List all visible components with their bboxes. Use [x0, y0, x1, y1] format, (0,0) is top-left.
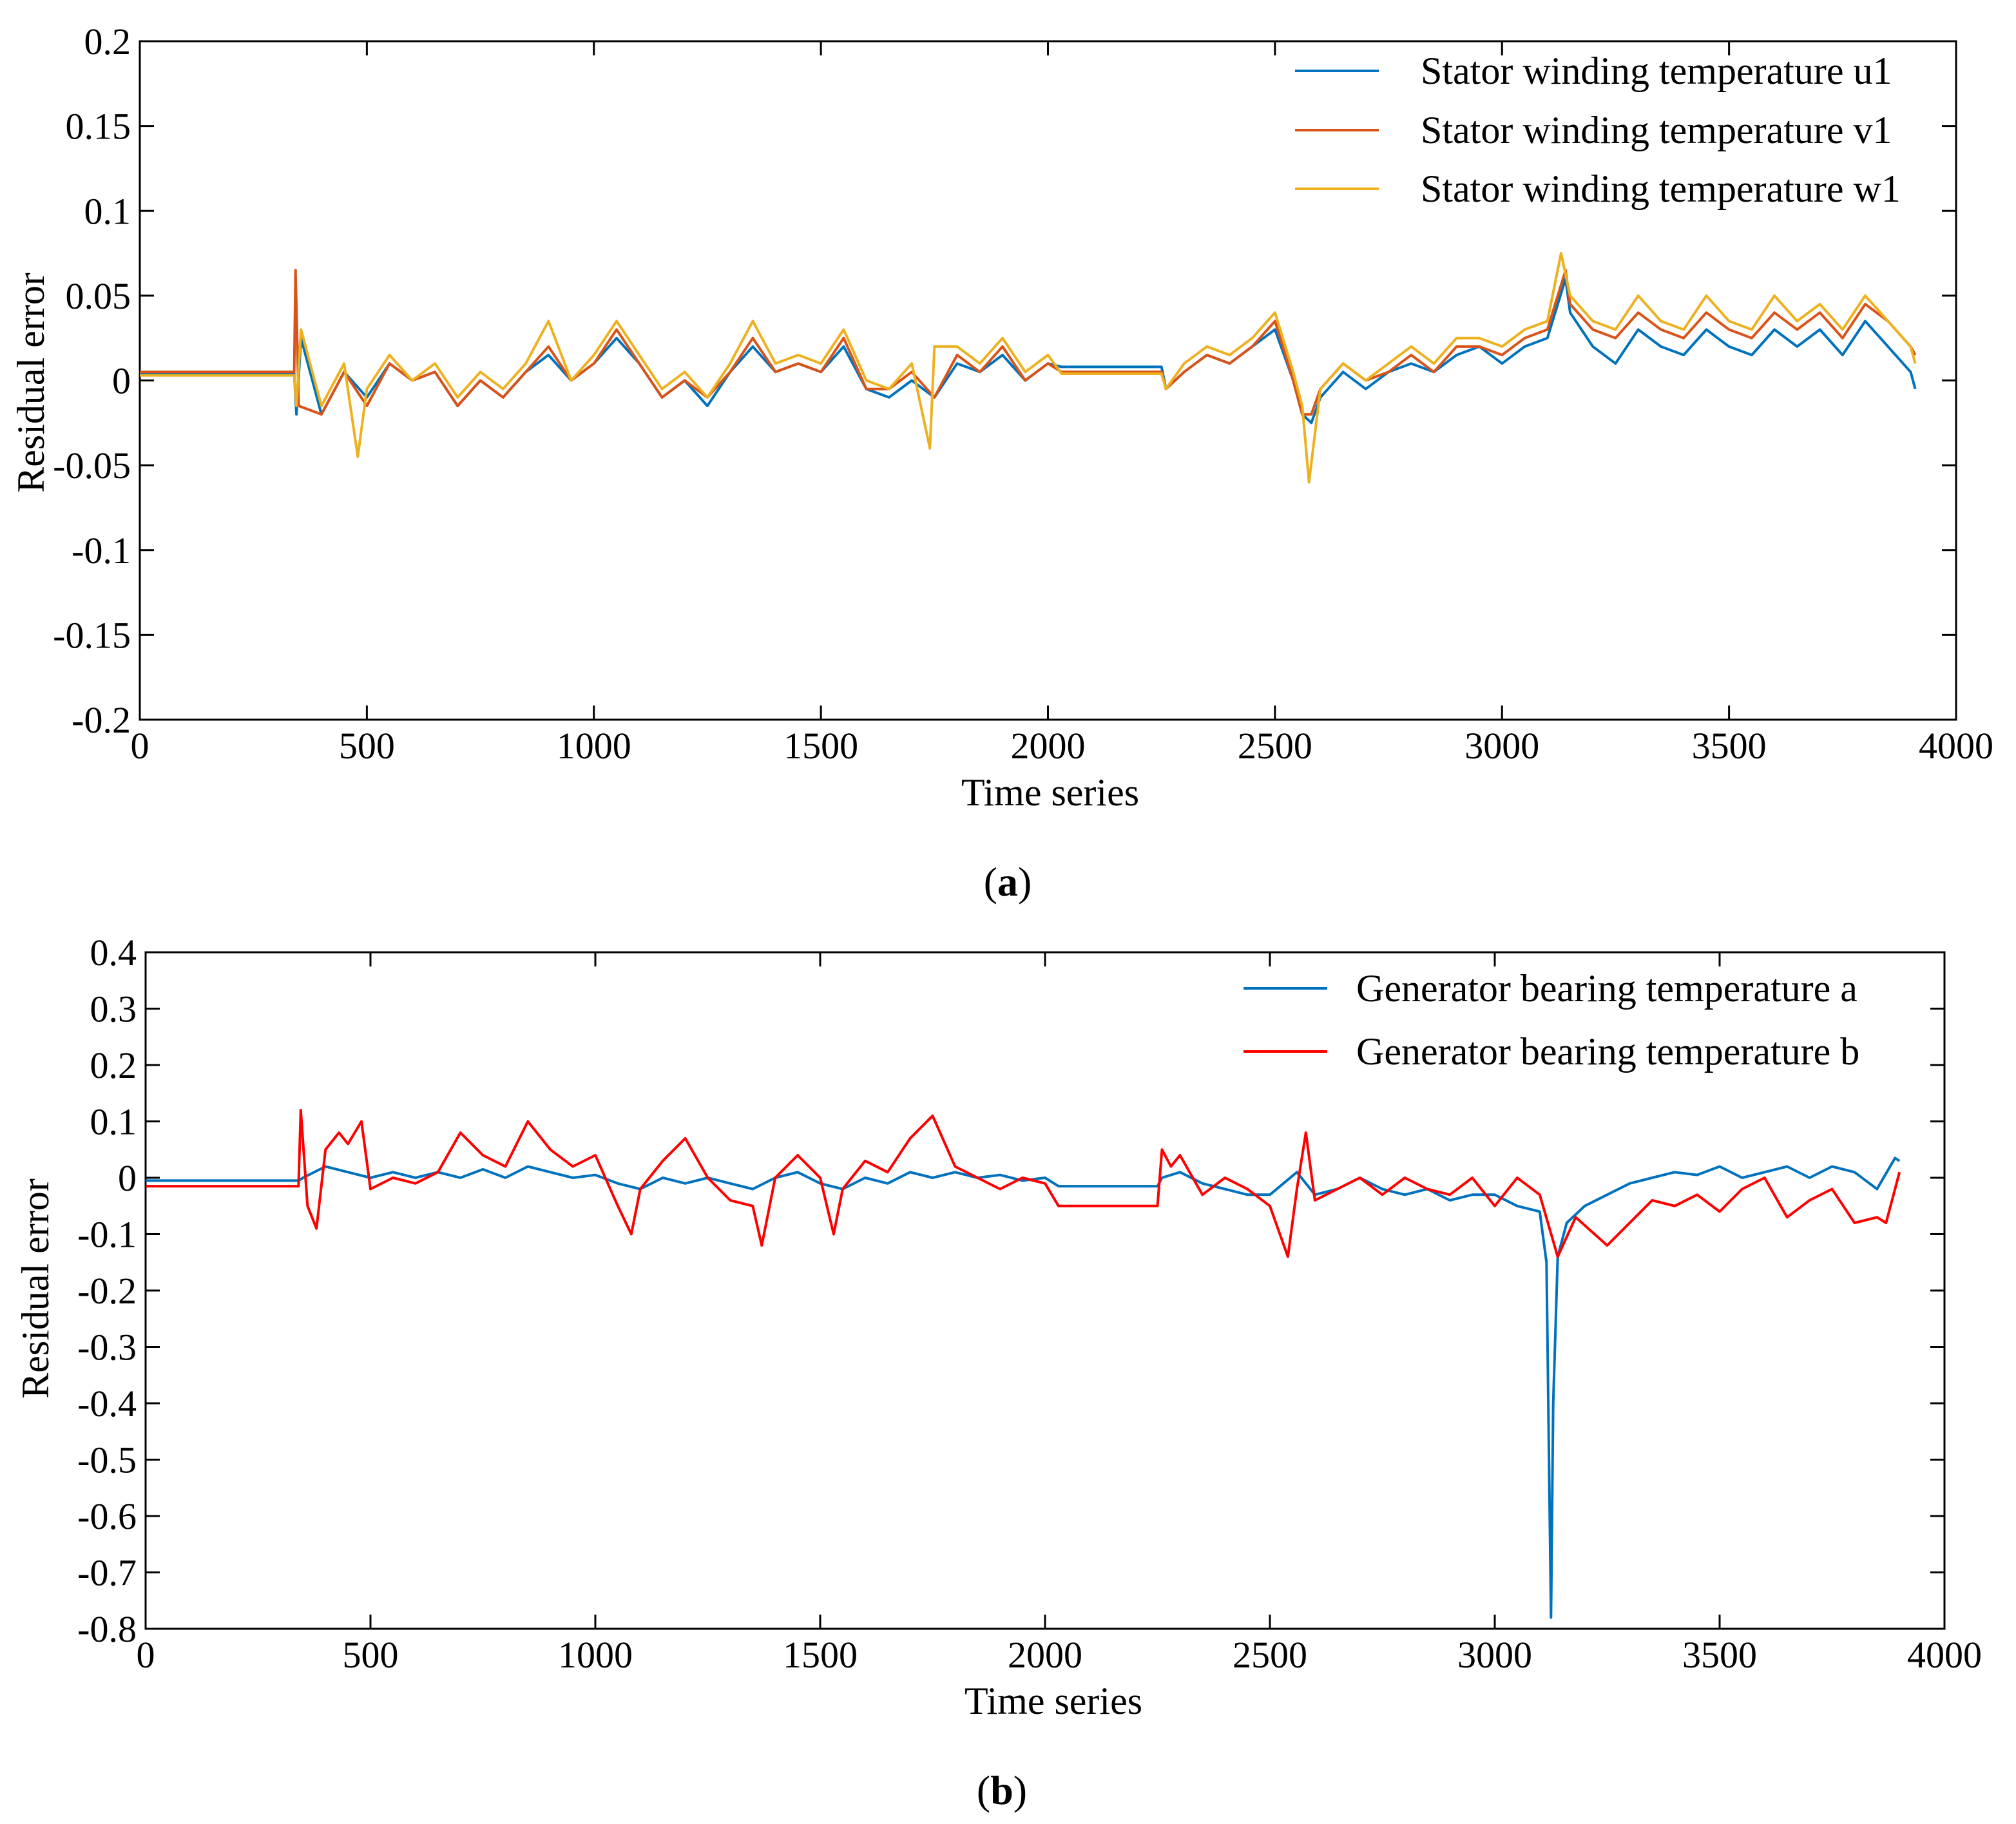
x-tick-label: 2000	[1008, 1634, 1082, 1676]
x-tick-label: 1500	[783, 1634, 858, 1676]
panel-caption: (a)	[984, 859, 1032, 905]
x-tick-label: 1000	[558, 1634, 633, 1676]
y-tick-label: 0.15	[66, 106, 131, 148]
series-line-2	[146, 1109, 1901, 1258]
y-tick-label: 0.05	[66, 275, 131, 317]
series-line-3	[140, 252, 1917, 484]
y-tick-label: 0.1	[84, 190, 131, 232]
y-tick-label: -0.3	[77, 1327, 137, 1368]
y-tick-label: 0.2	[84, 21, 131, 62]
y-tick-label: -0.2	[77, 1270, 137, 1312]
y-tick-label: 0.3	[90, 988, 137, 1030]
y-tick-label: 0	[118, 1157, 137, 1199]
legend-label: Generator bearing temperature a	[1356, 967, 1858, 1010]
legend-label: Stator winding temperature w1	[1421, 168, 1901, 210]
x-tick-label: 1000	[557, 725, 631, 767]
series-line-1	[146, 1157, 1901, 1619]
x-tick-label: 2500	[1233, 1634, 1307, 1676]
y-tick-label: -0.05	[53, 445, 131, 486]
x-tick-label: 500	[339, 725, 395, 767]
x-tick-label: 1500	[783, 725, 858, 767]
x-tick-label: 500	[343, 1634, 399, 1676]
y-tick-label: -0.5	[77, 1439, 137, 1481]
x-tick-label: 0	[137, 1634, 155, 1676]
legend-label: Stator winding temperature u1	[1421, 50, 1892, 92]
y-tick-label: -0.6	[77, 1495, 137, 1537]
series-line-1	[140, 277, 1917, 425]
y-tick-label: 0	[112, 360, 131, 402]
y-tick-label: -0.4	[77, 1383, 137, 1425]
x-tick-label: 2000	[1011, 725, 1086, 767]
y-tick-label: 0.4	[90, 932, 137, 974]
series-line-2	[140, 269, 1917, 416]
x-tick-label: 2500	[1238, 725, 1312, 767]
y-axis-title: Residual error	[10, 273, 52, 493]
y-tick-label: -0.15	[53, 614, 131, 656]
x-tick-label: 0	[131, 725, 149, 767]
y-tick-label: -0.1	[72, 530, 131, 571]
y-tick-label: 0.2	[90, 1044, 137, 1086]
chart-panel-a: 0.20.150.10.050-0.05-0.1-0.15-0.20 500 100…	[10, 21, 1993, 905]
legend-label: Stator winding temperature v1	[1421, 109, 1892, 151]
x-tick-label: 4000	[1919, 725, 1993, 767]
chart-panel-b: 0.4 0.3 0.2 0.1 0 -0.1 -0.2 -0.3 -0.4 -0.5 -0.6 -0.…	[14, 932, 1982, 1813]
y-tick-label: 0.1	[90, 1101, 137, 1143]
x-axis-title: Time series	[965, 1680, 1142, 1722]
x-tick-label: 4000	[1907, 1634, 1982, 1676]
legend-label: Generator bearing temperature b	[1356, 1030, 1859, 1073]
y-axis-title: Residual error	[14, 1178, 57, 1399]
y-tick-label: -0.1	[77, 1214, 137, 1256]
y-tick-label: -0.8	[77, 1608, 137, 1650]
x-tick-label: 3000	[1464, 725, 1539, 767]
y-tick-label: -0.7	[77, 1552, 137, 1594]
panel-caption: (b)	[977, 1767, 1027, 1813]
y-tick-label: -0.2	[72, 699, 131, 741]
x-tick-label: 3000	[1457, 1634, 1532, 1676]
x-tick-label: 3500	[1682, 1634, 1757, 1676]
x-tick-label: 3500	[1692, 725, 1767, 767]
x-axis-title: Time series	[961, 771, 1139, 814]
